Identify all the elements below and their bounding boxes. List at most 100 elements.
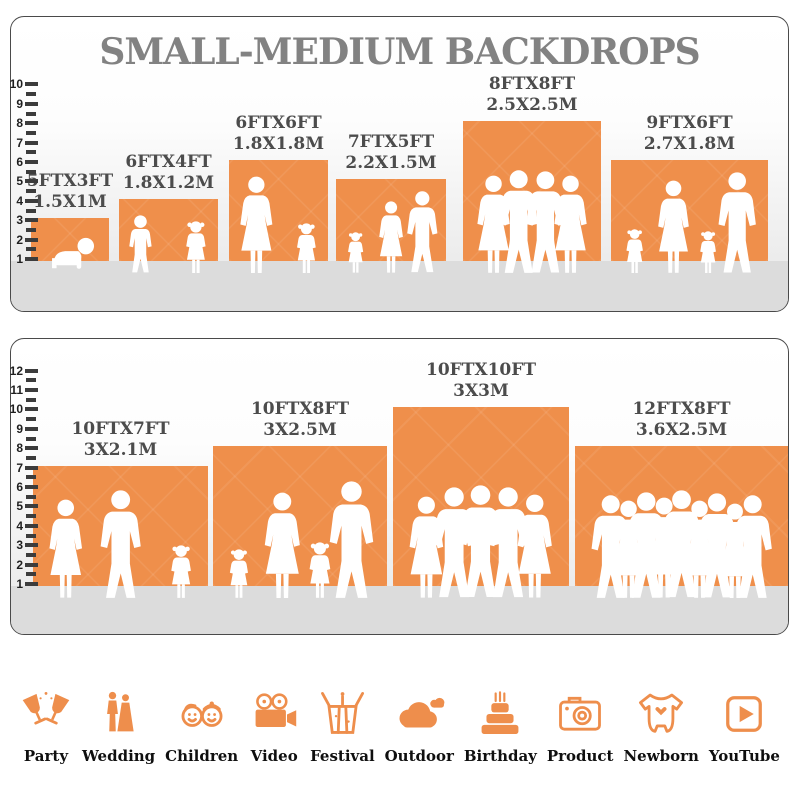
axis-tick-minor: [0, 413, 38, 425]
size-m-text: 1.5X1M: [33, 192, 107, 213]
tick-mark: [25, 140, 38, 145]
children-icon: [176, 688, 228, 740]
y-axis-feet: 1 2 3 4 5 6 7 8 9 10 11 12: [0, 338, 40, 635]
category-children: Children: [165, 655, 238, 765]
tick-mark: [26, 189, 36, 194]
tick-mark: [26, 169, 36, 174]
axis-tick-minor: [0, 166, 38, 178]
axis-tick-label: 3: [16, 538, 23, 553]
tick-mark: [25, 562, 38, 567]
size-ft-text: 10FTX10FT: [426, 360, 536, 381]
backdrop-size-label: 10FTX7FT 3X2.1M: [71, 419, 169, 461]
size-ft-text: 5FTX3FT: [26, 171, 114, 192]
axis-tick-label: 4: [16, 518, 23, 533]
silhouette-man: [328, 481, 375, 598]
category-video: Video: [248, 655, 300, 765]
category-label: Birthday: [463, 747, 537, 765]
panel-card: 10FTX7FT 3X2.1M 10FTX8FT 3X2.5M 10FTX10FT 3X3…: [10, 338, 789, 635]
tick-mark: [25, 121, 38, 126]
silhouette-man: [732, 495, 773, 598]
axis-tick-major: 7: [0, 462, 38, 474]
silhouette-girl: [166, 545, 196, 598]
category-label: Newborn: [623, 747, 699, 765]
axis-tick-major: 10: [0, 403, 38, 415]
axis-tick-major: 7: [0, 137, 38, 149]
silhouette-woman: [260, 492, 305, 598]
tick-mark: [26, 417, 36, 422]
category-row: Party Wedding Children Video Festival Outdoor…: [0, 655, 800, 765]
floor-strip: [11, 261, 788, 311]
tick-mark: [25, 426, 38, 431]
tick-mark: [26, 436, 36, 441]
tick-mark: [25, 257, 38, 261]
size-ft-text: 7FTX5FT: [347, 132, 435, 153]
tick-mark: [26, 397, 36, 402]
axis-tick-major: 6: [0, 481, 38, 493]
product-icon: [554, 688, 606, 740]
tick-mark: [26, 378, 36, 383]
tick-mark: [25, 446, 38, 451]
category-label: Outdoor: [384, 747, 454, 765]
category-label: Video: [250, 747, 298, 765]
tick-mark: [25, 504, 38, 509]
axis-tick-minor: [0, 452, 38, 464]
axis-tick-major: 5: [0, 500, 38, 512]
tick-mark: [25, 465, 38, 470]
axis-tick-label: 7: [16, 135, 23, 150]
size-m-text: 1.8X1.2M: [122, 172, 215, 193]
silhouette-baby: [45, 235, 95, 269]
silhouette-woman: [376, 201, 406, 273]
backdrop-size-label: 6FTX4FT 1.8X1.2M: [123, 152, 214, 194]
axis-tick-minor: [0, 530, 38, 542]
axis-tick-label: 6: [16, 480, 23, 494]
size-m-text: 3X3M: [453, 381, 509, 402]
silhouette-toddler: [225, 549, 253, 598]
tick-mark: [25, 218, 38, 223]
axis-tick-major: 9: [0, 423, 38, 435]
wedding-icon: [93, 688, 145, 740]
bars-area: 5FTX3FT 1.5X1M 6FTX4FT 1.8X1.2M 6FTX6FT 1.8X1…: [11, 17, 788, 311]
axis-tick-major: 8: [0, 442, 38, 454]
tick-mark: [25, 485, 38, 489]
axis-tick-major: 1: [0, 578, 38, 590]
category-newborn: Newborn: [623, 655, 699, 765]
axis-tick-minor: [0, 127, 38, 139]
backdrop-rect: [31, 218, 109, 261]
silhouette-girl: [181, 221, 211, 273]
tick-mark: [26, 208, 36, 213]
axis-tick-label: 11: [10, 383, 23, 397]
size-m-text: 2.7X1.8M: [643, 134, 736, 154]
tick-mark: [26, 247, 36, 252]
axis-tick-minor: [0, 243, 38, 255]
tick-mark: [25, 388, 38, 392]
category-youtube: YouTube: [709, 655, 780, 765]
axis-tick-label: 8: [16, 116, 23, 131]
category-label: YouTube: [708, 747, 780, 765]
axis-tick-major: 2: [0, 559, 38, 571]
silhouette-woman: [236, 176, 277, 273]
axis-tick-label: 3: [16, 213, 23, 228]
category-label: Party: [23, 747, 69, 765]
tick-mark: [26, 572, 36, 577]
axis-tick-major: 12: [0, 365, 38, 377]
axis-tick-label: 10: [9, 77, 23, 92]
tick-mark: [25, 368, 38, 373]
size-ft-text: 6FTX6FT: [235, 113, 322, 133]
outdoor-icon: [393, 688, 445, 740]
silhouette-toddler: [344, 232, 367, 273]
category-birthday: Birthday: [464, 655, 537, 765]
size-m-text: 2.5X2.5M: [486, 95, 578, 116]
category-label: Wedding: [81, 747, 156, 765]
tick-mark: [26, 494, 36, 499]
axis-tick-label: 5: [16, 174, 23, 189]
category-party: Party: [20, 655, 72, 765]
axis-tick-minor: [0, 491, 38, 503]
backdrop-size-label: 7FTX5FT 2.2X1.5M: [345, 132, 436, 174]
axis-tick-label: 1: [16, 252, 23, 266]
backdrop-size-label: 10FTX8FT 3X2.5M: [251, 399, 349, 441]
axis-tick-minor: [0, 146, 38, 158]
axis-tick-minor: [0, 433, 38, 445]
silhouette-man: [406, 191, 439, 273]
category-festival: Festival: [310, 655, 375, 765]
axis-tick-minor: [0, 568, 38, 580]
